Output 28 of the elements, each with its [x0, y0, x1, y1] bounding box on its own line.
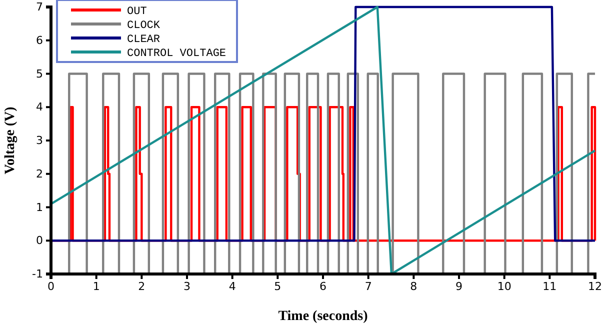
x-tick-label: 2	[138, 280, 146, 293]
x-tick-label: 7	[364, 280, 372, 293]
x-tick-label: 6	[320, 280, 326, 293]
y-tick-label: 4	[36, 100, 43, 114]
x-axis-title: Time (seconds)	[278, 309, 368, 324]
y-tick-label: 5	[36, 67, 43, 80]
y-tick-label: -1	[32, 268, 43, 281]
x-tick-label: 1	[92, 280, 100, 293]
x-tick-label: 0	[48, 280, 54, 293]
legend-label: CONTROL VOLTAGE	[127, 48, 226, 60]
y-tick-label: 2	[36, 167, 43, 180]
y-tick-label: 6	[36, 34, 43, 47]
x-tick-label: 3	[184, 280, 190, 293]
legend-label: CLEAR	[127, 34, 160, 46]
legend-label: CLOCK	[127, 20, 160, 32]
y-tick-label: 0	[36, 234, 43, 248]
x-tick-label: 11	[542, 280, 557, 293]
x-tick-label: 4	[228, 280, 236, 293]
legend-label: OUT	[127, 6, 148, 18]
x-tick-label: 12	[588, 280, 602, 293]
y-axis-title: Voltage (V)	[3, 106, 18, 174]
x-tick-label: 8	[410, 280, 418, 293]
y-tick-label: 3	[36, 134, 43, 148]
y-tick-label: 1	[36, 200, 43, 214]
x-tick-label: 5	[274, 280, 282, 293]
x-tick-label: 10	[497, 280, 512, 293]
y-tick-label: 7	[36, 0, 43, 14]
x-tick-label: 9	[456, 280, 462, 293]
